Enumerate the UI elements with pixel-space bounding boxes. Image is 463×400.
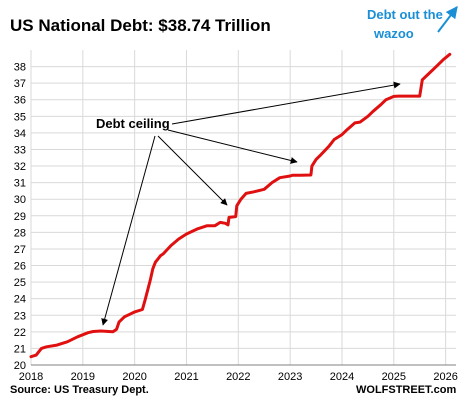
chart-title: US National Debt: $38.74 Trillion bbox=[10, 16, 271, 35]
debt-ceiling-arrow-1 bbox=[101, 135, 156, 326]
x-tick-label: 2022 bbox=[226, 371, 250, 383]
y-tick-label: 32 bbox=[14, 161, 26, 173]
x-tick-label: 2021 bbox=[174, 371, 198, 383]
x-tick-label: 2018 bbox=[19, 371, 43, 383]
y-tick-label: 26 bbox=[14, 261, 26, 273]
debt-ceiling-arrow-3 bbox=[167, 129, 298, 164]
y-tick-label: 25 bbox=[14, 277, 26, 289]
y-axis: 20 21 22 23 24 25 26 27 28 29 30 31 32 33 34 35 36 37 38 bbox=[14, 62, 26, 372]
y-tick-label: 38 bbox=[14, 62, 26, 74]
x-axis: 2018 2019 2020 2021 2022 2023 2024 2025 2026 bbox=[19, 364, 458, 383]
source-note: Source: US Treasury Dept. bbox=[10, 384, 149, 396]
x-tick-label: 2026 bbox=[433, 371, 457, 383]
grid-lines bbox=[30, 50, 456, 366]
debt-ceiling-label: Debt ceiling bbox=[96, 116, 170, 131]
x-tick-label: 2020 bbox=[122, 371, 146, 383]
chart-title-prefix: US National Debt: bbox=[10, 16, 158, 35]
y-tick-label: 31 bbox=[14, 178, 26, 190]
y-tick-label: 33 bbox=[14, 144, 26, 156]
series-line bbox=[29, 52, 452, 359]
y-tick-label: 35 bbox=[14, 111, 26, 123]
wazoo-label-line-1: Debt out the bbox=[367, 7, 443, 22]
y-tick-label: 28 bbox=[14, 227, 26, 239]
y-tick-label: 24 bbox=[14, 294, 26, 306]
y-tick-label: 27 bbox=[14, 244, 26, 256]
y-tick-label: 34 bbox=[14, 128, 26, 140]
debt-ceiling-arrow-2 bbox=[157, 135, 228, 206]
y-tick-label: 20 bbox=[14, 360, 26, 372]
wazoo-annotation: Debt out the wazoo bbox=[367, 6, 458, 41]
x-tick-label: 2019 bbox=[71, 371, 95, 383]
x-tick-label: 2024 bbox=[330, 371, 354, 383]
y-tick-label: 36 bbox=[14, 95, 26, 107]
x-tick-label: 2025 bbox=[382, 371, 406, 383]
debt-series-line bbox=[29, 52, 452, 359]
chart-title-value: $38.74 Trillion bbox=[158, 16, 270, 35]
y-tick-label: 22 bbox=[14, 327, 26, 339]
y-tick-label: 30 bbox=[14, 194, 26, 206]
wazoo-arrow bbox=[437, 6, 458, 33]
watermark: WOLFSTREET.com bbox=[356, 384, 456, 396]
wazoo-label-line-2: wazoo bbox=[373, 26, 414, 41]
y-tick-label: 23 bbox=[14, 310, 26, 322]
x-tick-label: 2023 bbox=[278, 371, 302, 383]
debt-ceiling-annotation: Debt ceiling bbox=[96, 81, 401, 326]
y-tick-label: 37 bbox=[14, 78, 26, 90]
debt-ceiling-arrow-4 bbox=[171, 81, 401, 125]
y-tick-label: 29 bbox=[14, 211, 26, 223]
y-tick-label: 21 bbox=[14, 343, 26, 355]
